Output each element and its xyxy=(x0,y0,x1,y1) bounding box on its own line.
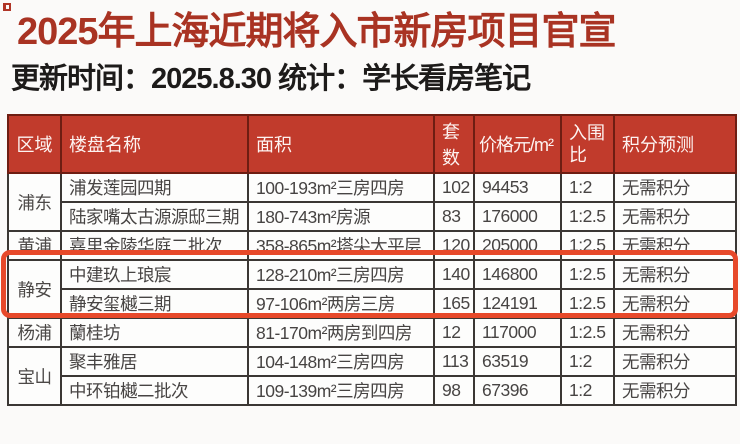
name-cell: 嘉里金陵华庭二批次 xyxy=(60,230,249,261)
area-cell: 100-193m²三房四房 xyxy=(247,172,435,203)
page-subtitle: 更新时间：2025.8.30 统计：学长看房笔记 xyxy=(11,63,531,95)
area-cell: 97-106m²两房三房 xyxy=(247,288,435,319)
ratio-cell: 1:2.5 xyxy=(560,201,615,232)
price-cell: 124191 xyxy=(473,288,562,319)
name-cell: 静安玺樾三期 xyxy=(60,288,249,319)
table-header-row: 区域 楼盘名称 面积 套数 价格元/m² 入围比 积分预测 xyxy=(7,114,737,174)
area-cell: 358-865m²塔尖大平层 xyxy=(247,230,435,261)
ratio-cell: 1:2.5 xyxy=(560,230,615,261)
corner-crop-artifact xyxy=(3,3,11,11)
score-cell: 无需积分 xyxy=(613,288,737,319)
name-cell: 中建玖上琅宸 xyxy=(60,259,249,290)
projects-table: 区域 楼盘名称 面积 套数 价格元/m² 入围比 积分预测 浦东 浦发莲园四期 … xyxy=(7,114,737,406)
units-cell: 83 xyxy=(433,201,475,232)
score-cell: 无需积分 xyxy=(613,346,737,377)
area-cell: 128-210m²三房四房 xyxy=(247,259,435,290)
table-row: 宝山 聚丰雅居 104-148m²三房四房 113 63519 1:2 无需积分 xyxy=(7,346,737,406)
ratio-cell: 1:2 xyxy=(560,346,615,377)
price-cell: 146800 xyxy=(473,259,562,290)
units-cell: 12 xyxy=(433,317,475,348)
region-cell: 静安 xyxy=(7,259,62,319)
table-row: 杨浦 蘭桂坊 81-170m²两房到四房 12 117000 1:2.5 无需积… xyxy=(7,317,737,348)
column-header-score: 积分预测 xyxy=(613,114,737,174)
column-header-area: 面积 xyxy=(247,114,435,174)
ratio-cell: 1:2 xyxy=(560,375,615,406)
price-cell: 117000 xyxy=(473,317,562,348)
ratio-cell: 1:2.5 xyxy=(560,317,615,348)
units-cell: 165 xyxy=(433,288,475,319)
units-cell: 98 xyxy=(433,375,475,406)
price-cell: 63519 xyxy=(473,346,562,377)
area-cell: 109-139m²三房四房 xyxy=(247,375,435,406)
price-cell: 176000 xyxy=(473,201,562,232)
name-cell: 陆家嘴太古源源邸三期 xyxy=(60,201,249,232)
price-cell: 94453 xyxy=(473,172,562,203)
region-cell: 杨浦 xyxy=(7,317,62,348)
column-header-region: 区域 xyxy=(7,114,62,174)
score-cell: 无需积分 xyxy=(613,375,737,406)
page-title: 2025年上海近期将入市新房项目官宣 xyxy=(17,11,617,53)
units-cell: 113 xyxy=(433,346,475,377)
table-row: 浦东 浦发莲园四期 100-193m²三房四房 102 94453 1:2 无需… xyxy=(7,172,737,232)
name-cell: 中环铂樾二批次 xyxy=(60,375,249,406)
column-header-price: 价格元/m² xyxy=(473,114,562,174)
ratio-cell: 1:2.5 xyxy=(560,259,615,290)
column-header-units: 套数 xyxy=(433,114,475,174)
name-cell: 浦发莲园四期 xyxy=(60,172,249,203)
units-cell: 102 xyxy=(433,172,475,203)
table-row: 黄浦 嘉里金陵华庭二批次 358-865m²塔尖大平层 120 205000 1… xyxy=(7,230,737,261)
area-cell: 180-743m²房源 xyxy=(247,201,435,232)
price-cell: 67396 xyxy=(473,375,562,406)
score-cell: 无需积分 xyxy=(613,259,737,290)
column-header-name: 楼盘名称 xyxy=(60,114,249,174)
ratio-cell: 1:2 xyxy=(560,172,615,203)
area-cell: 104-148m²三房四房 xyxy=(247,346,435,377)
area-cell: 81-170m²两房到四房 xyxy=(247,317,435,348)
region-cell: 黄浦 xyxy=(7,230,62,261)
table-row-highlighted: 静安玺樾三期 97-106m²两房三房 165 124191 1:2.5 无需积… xyxy=(8,288,737,319)
table-row: 陆家嘴太古源源邸三期 180-743m²房源 83 176000 1:2.5 无… xyxy=(8,201,737,232)
units-cell: 140 xyxy=(433,259,475,290)
column-header-ratio: 入围比 xyxy=(560,114,615,174)
table-row: 中环铂樾二批次 109-139m²三房四房 98 67396 1:2 无需积分 xyxy=(8,375,737,406)
units-cell: 120 xyxy=(433,230,475,261)
table-row-highlighted: 静安 中建玖上琅宸 128-210m²三房四房 140 146800 1:2.5… xyxy=(7,259,737,319)
name-cell: 蘭桂坊 xyxy=(60,317,249,348)
ratio-cell: 1:2.5 xyxy=(560,288,615,319)
score-cell: 无需积分 xyxy=(613,230,737,261)
region-cell: 宝山 xyxy=(7,346,62,406)
price-cell: 205000 xyxy=(473,230,562,261)
score-cell: 无需积分 xyxy=(613,172,737,203)
score-cell: 无需积分 xyxy=(613,317,737,348)
name-cell: 聚丰雅居 xyxy=(60,346,249,377)
region-cell: 浦东 xyxy=(7,172,62,232)
score-cell: 无需积分 xyxy=(613,201,737,232)
